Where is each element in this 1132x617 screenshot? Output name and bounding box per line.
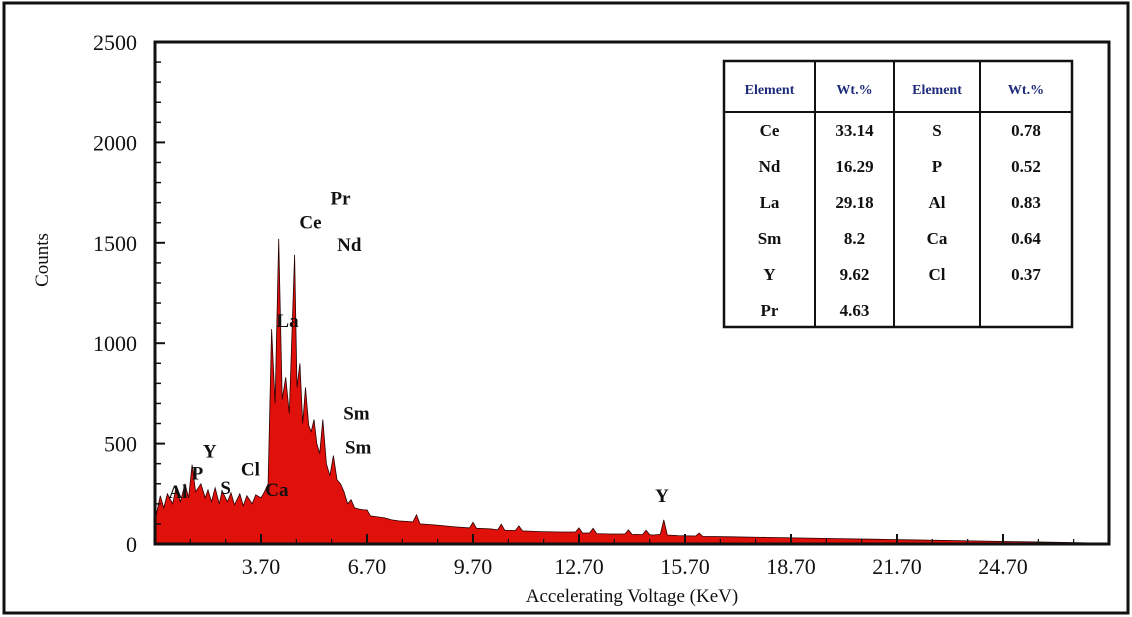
x-tick-label: 3.70 <box>242 554 281 579</box>
table-cell: 8.2 <box>844 229 865 248</box>
composition-table: Element Wt.% Element Wt.% Ce 33.14 S 0.78 Nd 16.2… <box>722 59 1074 329</box>
peak-label: Cl <box>241 460 260 481</box>
table-header-cell: Element <box>745 83 795 98</box>
table-cell: 9.62 <box>840 265 870 284</box>
peak-label: S <box>220 478 231 499</box>
table-cell: 0.78 <box>1011 121 1041 140</box>
x-tick-label: 9.70 <box>454 554 493 579</box>
plot-box <box>153 40 1111 546</box>
peak-label: Al <box>168 482 187 503</box>
y-tick-label: 2500 <box>93 30 137 55</box>
table-cell: Al <box>929 193 946 212</box>
table-cell: 0.37 <box>1011 265 1041 284</box>
table-cell: 0.83 <box>1011 193 1041 212</box>
table-cell: Cl <box>929 265 946 284</box>
table-cell: 29.18 <box>835 193 873 212</box>
peak-label: Y <box>655 486 669 507</box>
table-cell: Ce <box>760 121 780 140</box>
table-cell: Pr <box>761 301 779 320</box>
table-cell: 0.64 <box>1011 229 1041 248</box>
y-tick-label: 1500 <box>93 231 137 256</box>
x-tick-label: 6.70 <box>348 554 387 579</box>
spectrum-area <box>154 238 1110 545</box>
table-cell: La <box>760 193 780 212</box>
table-cell: Nd <box>759 157 781 176</box>
peak-label: Ca <box>265 480 289 501</box>
x-axis-title: Accelerating Voltage (KeV) <box>526 586 738 607</box>
table-cell: 0.52 <box>1011 157 1041 176</box>
table-header-cell: Wt.% <box>836 83 872 98</box>
peak-label: Nd <box>337 235 362 256</box>
y-tick-label: 1000 <box>93 331 137 356</box>
x-axis-ticks: 3.70 6.70 9.70 12.70 15.70 18.70 21.70 24.70 <box>189 534 1075 579</box>
peak-label: Y <box>203 442 217 463</box>
peak-label: P <box>192 464 204 485</box>
table-cell: Sm <box>758 229 782 248</box>
y-axis-title: Counts <box>32 233 53 287</box>
y-tick-label: 0 <box>126 532 137 557</box>
y-axis-ticks: 0 500 1000 1500 2000 2500 <box>93 30 165 557</box>
table-cell: 4.63 <box>840 301 870 320</box>
x-tick-label: 15.70 <box>660 554 710 579</box>
table-border <box>722 59 1074 329</box>
y-tick-label: 2000 <box>93 130 137 155</box>
peak-label: Sm <box>345 438 372 459</box>
peak-label: Pr <box>330 189 351 210</box>
x-tick-label: 24.70 <box>978 554 1028 579</box>
x-tick-label: 18.70 <box>766 554 816 579</box>
y-tick-label: 500 <box>104 432 137 457</box>
x-tick-label: 21.70 <box>872 554 922 579</box>
peak-label: La <box>276 311 299 332</box>
table-cell: 16.29 <box>835 157 873 176</box>
table-cell: Y <box>763 265 775 284</box>
table-cell: Ca <box>927 229 948 248</box>
peak-label: Ce <box>299 213 321 234</box>
table-cell: 33.14 <box>835 121 874 140</box>
table-cell: P <box>932 157 942 176</box>
table-header-cell: Wt.% <box>1008 83 1044 98</box>
peak-label: Sm <box>343 404 370 425</box>
table-cell: S <box>932 121 941 140</box>
x-tick-label: 12.70 <box>554 554 604 579</box>
table-header-cell: Element <box>912 83 962 98</box>
